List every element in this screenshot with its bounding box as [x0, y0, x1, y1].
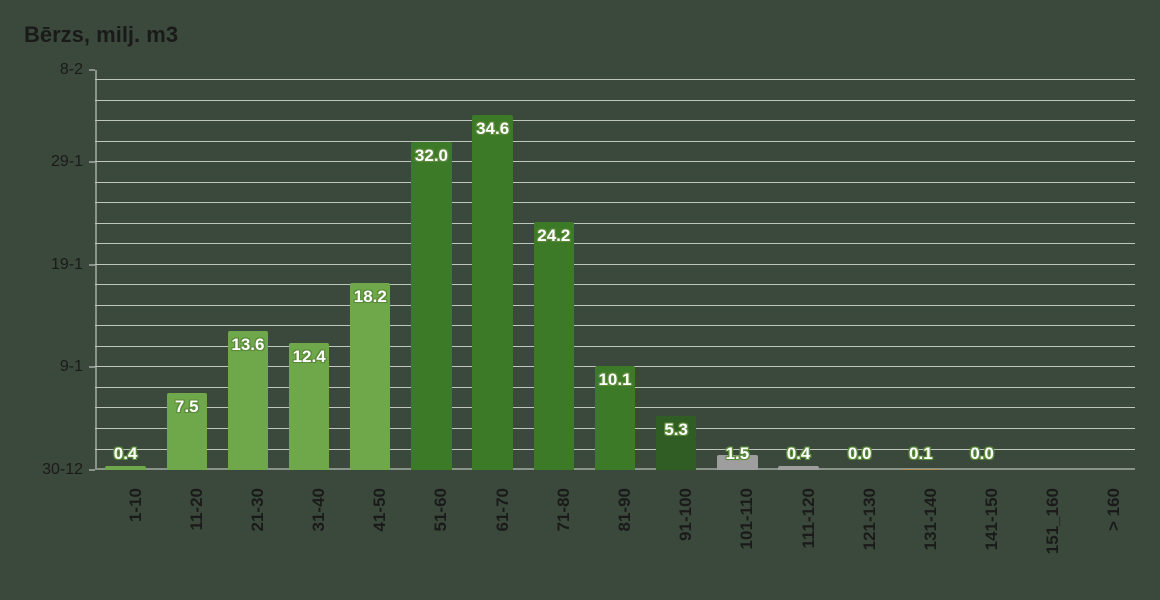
x-tick-label: 81-90	[615, 488, 635, 531]
bar-value-label: 12.4	[293, 347, 326, 367]
bar	[472, 115, 512, 470]
x-tick-label: > 160	[1104, 488, 1124, 531]
x-tick-label: 111-120	[799, 488, 819, 549]
bar-value-label: 0.1	[909, 444, 933, 464]
bar-value-label: 34.6	[476, 119, 509, 139]
bar-value-label: 5.3	[664, 420, 688, 440]
gridline	[95, 284, 1135, 285]
x-tick-label: 21-30	[248, 488, 268, 531]
bar	[901, 469, 941, 470]
bar	[778, 466, 818, 470]
bar-value-label: 18.2	[354, 287, 387, 307]
gridline	[95, 141, 1135, 142]
bar-value-label: 10.1	[598, 370, 631, 390]
y-tick-label: 29-1	[51, 153, 83, 171]
gridline	[95, 100, 1135, 101]
x-tick-label: 131-140	[921, 488, 941, 550]
x-tick-label: 61-70	[493, 488, 513, 531]
bar-value-label: 13.6	[231, 335, 264, 355]
gridline	[95, 182, 1135, 183]
x-tick-label: 51-60	[431, 488, 451, 531]
gridline	[95, 243, 1135, 244]
gridline	[95, 325, 1135, 326]
y-tick	[89, 161, 95, 163]
y-tick	[89, 366, 95, 368]
chart-area: 30-129-119-129-18-21-100.411-207.521-301…	[95, 70, 1135, 470]
chart-title: Bērzs, milj. m3	[24, 22, 178, 48]
y-tick-label: 8-2	[60, 61, 83, 79]
bar	[534, 222, 574, 470]
bar-value-label: 32.0	[415, 146, 448, 166]
x-tick-label: 1-10	[126, 488, 146, 522]
x-tick-label: 141-150	[982, 488, 1002, 550]
y-tick	[89, 69, 95, 71]
gridline	[95, 202, 1135, 203]
bar	[411, 142, 451, 470]
gridline	[95, 79, 1135, 80]
gridline	[95, 264, 1135, 265]
x-tick-label: 41-50	[370, 488, 390, 531]
bar-value-label: 0.0	[848, 444, 872, 464]
gridline	[95, 120, 1135, 121]
bar-value-label: 0.4	[114, 444, 138, 464]
x-tick-label: 101-110	[737, 488, 757, 549]
gridline	[95, 223, 1135, 224]
y-tick	[89, 264, 95, 266]
x-tick-label: 11-20	[187, 488, 207, 531]
bar-value-label: 24.2	[537, 226, 570, 246]
x-tick-label: 91-100	[676, 488, 696, 541]
y-axis	[95, 70, 97, 470]
x-tick-label: 121-130	[860, 488, 880, 550]
y-tick-label: 30-12	[42, 461, 83, 479]
y-tick-label: 9-1	[60, 358, 83, 376]
y-tick	[89, 469, 95, 471]
x-tick-label: 151_160	[1043, 488, 1063, 554]
plot-region: 30-129-119-129-18-21-100.411-207.521-301…	[95, 70, 1135, 470]
x-tick-label: 31-40	[309, 488, 329, 531]
bar-value-label: 0.4	[787, 444, 811, 464]
gridline	[95, 161, 1135, 162]
bar-value-label: 7.5	[175, 397, 199, 417]
y-tick-label: 19-1	[51, 256, 83, 274]
bar	[105, 466, 145, 470]
bar-value-label: 1.5	[726, 444, 750, 464]
x-tick-label: 71-80	[554, 488, 574, 531]
gridline	[95, 305, 1135, 306]
bar	[350, 283, 390, 470]
bar-value-label: 0.0	[970, 444, 994, 464]
